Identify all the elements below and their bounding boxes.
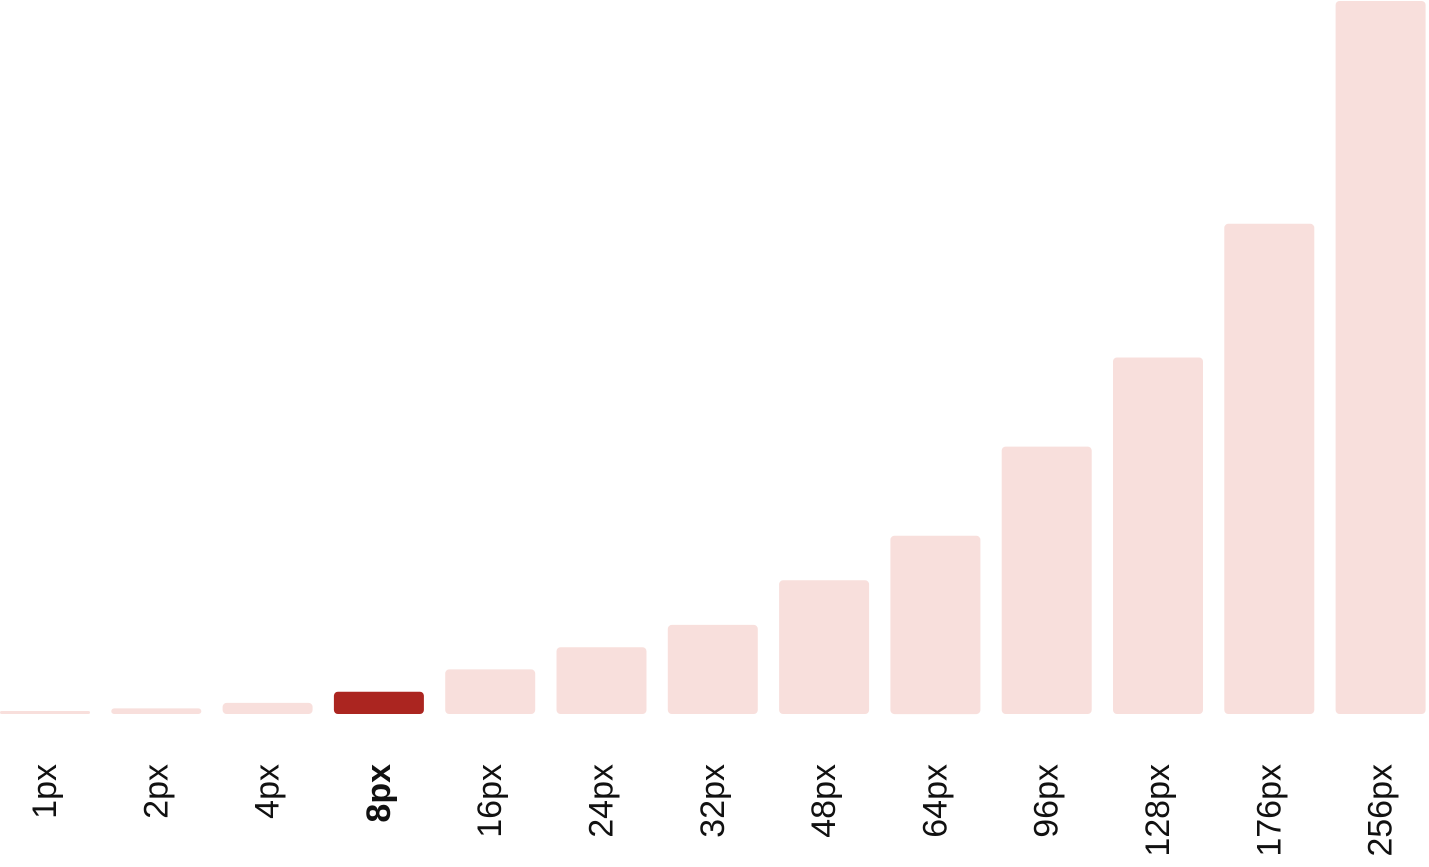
bar-128px [1113,357,1203,714]
tick-label-96px: 96px [1028,764,1066,838]
bar-32px [667,624,758,714]
tick-label-32px: 32px [694,764,732,838]
bar-64px [890,535,981,715]
bar-1px [0,711,90,714]
tick-label-128px: 128px [1139,764,1177,857]
bar-96px [1001,446,1092,714]
bars-group [0,1,1426,715]
bar-2px [111,708,202,714]
bar-4px [222,702,313,714]
tick-label-256px: 256px [1362,764,1400,857]
bar-176px [1224,223,1315,715]
bar-256px [1335,1,1426,714]
tick-label-176px: 176px [1250,764,1288,857]
bar-8px [333,691,424,714]
tick-label-4px: 4px [249,764,287,819]
tick-label-64px: 64px [916,764,954,838]
tick-label-8px: 8px [360,764,398,823]
tick-labels-group: 1px 2px 4px 8px 16px 24px 32px 48px 64px 96px 128p… [26,764,1400,857]
bar-16px [445,669,536,714]
tick-label-48px: 48px [805,764,843,838]
tick-label-1px: 1px [26,764,64,819]
tick-label-2px: 2px [137,764,175,819]
bar-48px [779,580,870,714]
bar-24px [556,647,647,714]
tick-label-24px: 24px [583,764,621,838]
tick-label-16px: 16px [471,764,509,838]
